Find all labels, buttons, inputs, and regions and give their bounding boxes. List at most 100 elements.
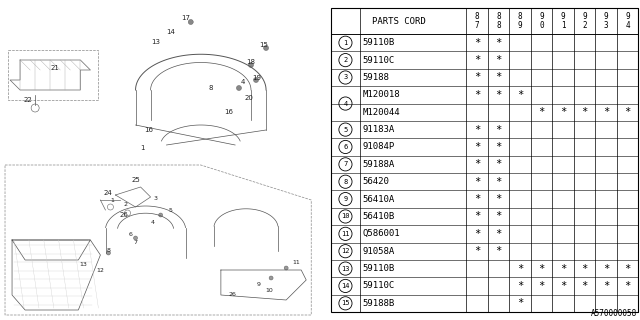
Text: 2: 2	[124, 203, 127, 207]
Text: *: *	[474, 124, 480, 135]
Text: 9
3: 9 3	[604, 12, 609, 30]
Text: 9
1: 9 1	[561, 12, 565, 30]
Text: 59188B: 59188B	[363, 299, 395, 308]
Text: *: *	[474, 194, 480, 204]
Text: *: *	[474, 177, 480, 187]
Text: *: *	[582, 107, 588, 117]
Text: 14: 14	[166, 29, 175, 35]
Text: 25: 25	[131, 177, 140, 183]
Text: *: *	[495, 124, 502, 135]
Text: M120018: M120018	[363, 90, 400, 99]
Text: 15: 15	[341, 300, 349, 306]
Text: *: *	[474, 159, 480, 169]
Text: 6: 6	[343, 144, 348, 150]
Text: *: *	[538, 264, 545, 274]
Text: *: *	[474, 73, 480, 83]
Text: A570000058: A570000058	[591, 309, 637, 318]
Text: *: *	[474, 229, 480, 239]
Text: *: *	[603, 107, 609, 117]
Text: *: *	[495, 38, 502, 48]
Text: 13: 13	[151, 39, 160, 45]
Text: 13: 13	[79, 262, 87, 268]
Text: 91183A: 91183A	[363, 125, 395, 134]
Circle shape	[269, 276, 273, 280]
Text: 24: 24	[103, 190, 112, 196]
Text: 13: 13	[341, 266, 349, 272]
Text: *: *	[517, 264, 523, 274]
Text: 4: 4	[150, 220, 155, 225]
Text: 18: 18	[246, 59, 255, 65]
Text: *: *	[538, 107, 545, 117]
Text: 17: 17	[181, 15, 190, 21]
Text: 3: 3	[343, 75, 348, 81]
Circle shape	[106, 251, 111, 255]
Text: 59110C: 59110C	[363, 282, 395, 291]
Text: *: *	[495, 177, 502, 187]
Text: *: *	[474, 142, 480, 152]
Text: 56410B: 56410B	[363, 212, 395, 221]
Text: 22: 22	[24, 97, 33, 103]
Text: Q586001: Q586001	[363, 229, 400, 238]
Text: 8: 8	[209, 85, 213, 91]
Circle shape	[284, 266, 288, 270]
Text: 10: 10	[265, 287, 273, 292]
Text: 2: 2	[343, 57, 348, 63]
Text: 12: 12	[341, 248, 349, 254]
Text: *: *	[625, 281, 631, 291]
Text: *: *	[625, 107, 631, 117]
Text: *: *	[603, 264, 609, 274]
Text: 8
7: 8 7	[475, 12, 479, 30]
Text: 1: 1	[343, 40, 348, 46]
Text: 8: 8	[343, 179, 348, 185]
Text: *: *	[474, 55, 480, 65]
Text: 15: 15	[260, 42, 269, 48]
Text: 16: 16	[144, 127, 153, 133]
Text: *: *	[495, 194, 502, 204]
Text: *: *	[495, 55, 502, 65]
Text: 8
9: 8 9	[518, 12, 522, 30]
Circle shape	[188, 20, 193, 25]
Text: *: *	[582, 264, 588, 274]
Text: *: *	[474, 246, 480, 256]
Text: 59110B: 59110B	[363, 38, 395, 47]
Text: *: *	[495, 90, 502, 100]
Text: 8: 8	[106, 247, 110, 252]
Text: *: *	[582, 281, 588, 291]
Text: 7: 7	[343, 161, 348, 167]
Text: 1: 1	[111, 197, 115, 203]
Text: *: *	[603, 281, 609, 291]
Text: *: *	[517, 298, 523, 308]
Text: 10: 10	[341, 213, 349, 220]
Text: 26: 26	[229, 292, 237, 298]
Text: *: *	[517, 90, 523, 100]
Text: *: *	[474, 38, 480, 48]
Text: 9
2: 9 2	[582, 12, 587, 30]
Text: 91058A: 91058A	[363, 247, 395, 256]
Text: 59188A: 59188A	[363, 160, 395, 169]
Text: 9: 9	[343, 196, 348, 202]
Text: 5: 5	[169, 207, 173, 212]
Text: 26: 26	[119, 212, 128, 218]
Text: *: *	[495, 212, 502, 221]
Text: *: *	[560, 281, 566, 291]
Text: 1: 1	[140, 145, 145, 151]
Text: 59110B: 59110B	[363, 264, 395, 273]
Text: 12: 12	[97, 268, 104, 273]
Text: 59110C: 59110C	[363, 56, 395, 65]
Text: 20: 20	[244, 95, 253, 101]
Text: 3: 3	[154, 196, 157, 201]
Text: *: *	[538, 281, 545, 291]
Text: *: *	[517, 281, 523, 291]
Text: *: *	[560, 264, 566, 274]
Text: 4: 4	[241, 79, 245, 85]
Text: 59188: 59188	[363, 73, 390, 82]
Text: *: *	[495, 73, 502, 83]
Circle shape	[253, 77, 259, 83]
Text: *: *	[474, 212, 480, 221]
Text: 8
8: 8 8	[496, 12, 500, 30]
Text: *: *	[495, 229, 502, 239]
Text: 16: 16	[225, 109, 234, 115]
Text: 4: 4	[343, 100, 348, 107]
Bar	[8, 50, 99, 100]
Text: 56410A: 56410A	[363, 195, 395, 204]
